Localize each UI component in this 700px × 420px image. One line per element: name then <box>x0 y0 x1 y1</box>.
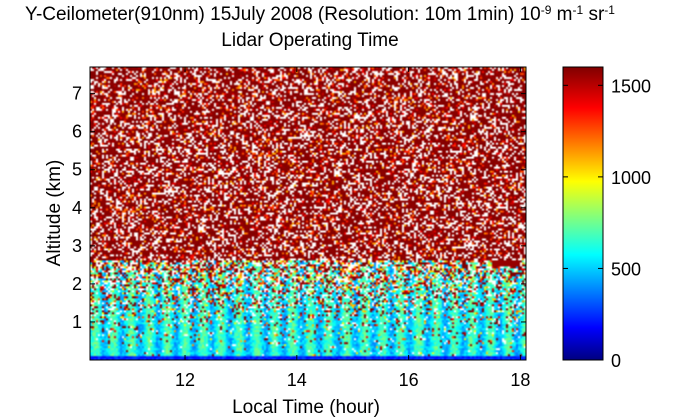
chart-subtitle: Lidar Operating Time <box>221 30 399 51</box>
x-tick-labels: 12 14 16 18 <box>175 370 530 390</box>
x-tick-label: 14 <box>287 370 307 390</box>
colorbar <box>563 67 603 360</box>
y-tick-label: 2 <box>72 274 82 294</box>
y-tick-label: 7 <box>72 84 82 104</box>
colorbar-tick-label: 0 <box>611 351 621 371</box>
y-tick-label: 6 <box>72 122 82 142</box>
x-tick-label: 12 <box>175 370 195 390</box>
y-tick-label: 1 <box>72 312 82 332</box>
y-axis-label: Altitude (km) <box>44 160 65 267</box>
y-tick-label: 5 <box>72 160 82 180</box>
y-tick-labels: 1 2 3 4 5 6 7 <box>72 84 82 332</box>
axis-ticks <box>90 67 526 360</box>
x-axis-label: Local Time (hour) <box>232 397 380 418</box>
chart-title: Y-Ceilometer(910nm) 15July 2008 (Resolut… <box>25 3 615 25</box>
colorbar-ticks: 0 500 1000 1500 <box>563 76 651 371</box>
plot-frame <box>89 66 527 361</box>
heatmap-image <box>90 67 526 360</box>
colorbar-tick-label: 1000 <box>611 168 651 188</box>
colorbar-tick-label: 500 <box>611 259 641 279</box>
y-tick-label: 4 <box>72 198 82 218</box>
colorbar-tick-label: 1500 <box>611 76 651 96</box>
colorbar-frame <box>562 66 604 361</box>
x-tick-label: 16 <box>399 370 419 390</box>
y-tick-label: 3 <box>72 236 82 256</box>
x-tick-label: 18 <box>510 370 530 390</box>
